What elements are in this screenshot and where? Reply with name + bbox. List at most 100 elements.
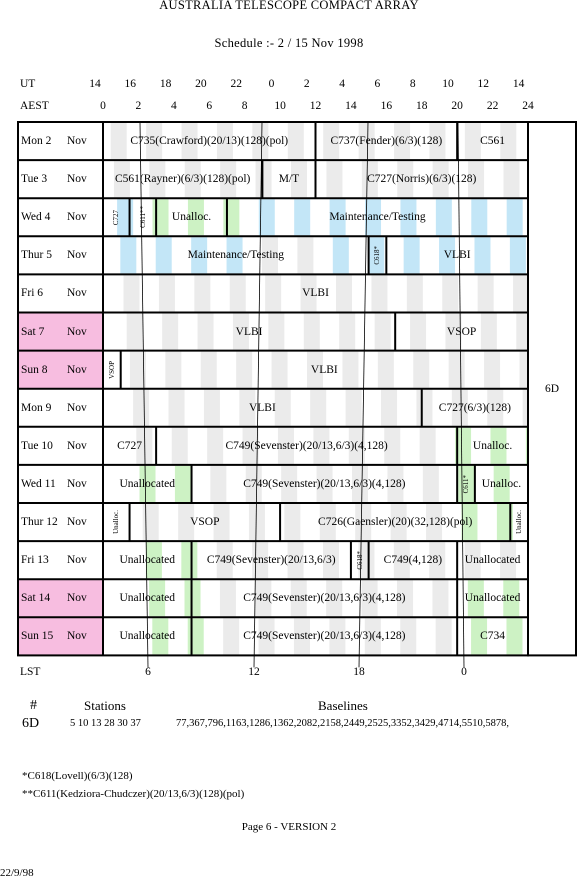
day-month: Nov <box>67 592 87 605</box>
lst-tick-label: 18 <box>353 666 365 678</box>
time-band <box>297 237 314 274</box>
time-band <box>277 427 294 464</box>
time-band <box>329 199 346 236</box>
time-band <box>133 389 150 426</box>
weekend-shade <box>18 312 103 351</box>
time-band <box>120 237 137 274</box>
time-band <box>187 618 204 655</box>
time-band <box>429 123 446 160</box>
time-band <box>136 427 153 464</box>
day-label: Fri 13 Nov <box>18 541 103 579</box>
time-band <box>155 237 172 274</box>
time-band <box>181 123 198 160</box>
ut-tick-label: 22 <box>230 78 242 90</box>
aest-tick-label: 8 <box>241 100 248 112</box>
time-band <box>439 237 456 274</box>
time-band <box>149 580 166 617</box>
time-band <box>384 427 401 464</box>
aest-tick-label: 22 <box>486 100 499 112</box>
time-band <box>226 237 243 274</box>
time-band <box>290 161 307 198</box>
day-of-week: Tue <box>21 173 39 186</box>
time-band <box>258 199 275 236</box>
time-band <box>248 504 265 541</box>
time-band <box>149 161 166 198</box>
time-band <box>445 313 462 350</box>
day-month: Nov <box>67 249 87 262</box>
time-band <box>365 199 382 236</box>
time-band <box>181 542 198 579</box>
time-band <box>464 123 481 160</box>
time-band <box>464 542 481 579</box>
time-band <box>403 237 420 274</box>
time-band <box>197 313 214 350</box>
date-stamp: 22/9/98 <box>0 867 34 879</box>
time-band <box>322 542 339 579</box>
time-band <box>358 542 375 579</box>
time-band <box>410 313 427 350</box>
time-band <box>326 580 343 617</box>
time-band <box>274 389 291 426</box>
lst-tick-label: 6 <box>145 666 151 678</box>
time-band <box>397 161 414 198</box>
time-band <box>500 123 517 160</box>
time-band <box>213 504 230 541</box>
time-band <box>187 199 204 236</box>
time-band <box>268 313 285 350</box>
time-band <box>184 161 201 198</box>
ut-tick-label: 0 <box>268 78 275 90</box>
time-band <box>146 123 163 160</box>
time-band <box>467 580 484 617</box>
day-of-week: Sat <box>21 325 36 338</box>
time-band <box>229 275 246 312</box>
day-of-week: Thur <box>21 516 44 529</box>
time-band <box>426 504 443 541</box>
lst-line <box>139 121 149 668</box>
time-band <box>117 199 134 236</box>
config-name: 6D <box>22 716 40 731</box>
time-band <box>152 199 169 236</box>
time-band <box>129 351 146 388</box>
time-band <box>168 389 185 426</box>
time-band <box>142 504 159 541</box>
time-band <box>394 123 411 160</box>
time-band <box>432 580 449 617</box>
baselines-header: Baselines <box>318 698 368 713</box>
day-month: Nov <box>67 173 87 186</box>
ut-tick-label: 18 <box>159 78 172 90</box>
lst-line <box>358 121 369 668</box>
time-band <box>506 618 523 655</box>
time-band <box>252 123 269 160</box>
time-band <box>435 199 452 236</box>
day-of-week: Tue <box>21 439 39 452</box>
time-band <box>242 427 259 464</box>
time-band <box>258 618 275 655</box>
time-band <box>458 465 475 502</box>
time-band <box>419 427 436 464</box>
day-date: 7 <box>35 325 45 338</box>
time-band <box>261 237 278 274</box>
ut-tick-label: 2 <box>303 78 310 90</box>
day-date: 4 <box>41 211 51 224</box>
aest-tick-label: 4 <box>170 100 177 112</box>
time-band <box>171 427 188 464</box>
day-month: Nov <box>67 401 87 414</box>
time-band <box>429 542 446 579</box>
time-band <box>194 275 211 312</box>
time-band <box>145 542 162 579</box>
day-label: Tue 10 Nov <box>18 427 103 465</box>
time-band <box>500 542 517 579</box>
time-band <box>152 618 169 655</box>
day-of-week: Wed <box>21 211 42 224</box>
footnote-c618: *C618(Lovell)(6/3)(128) <box>22 770 133 782</box>
ut-tick-label: 14 <box>512 78 525 90</box>
day-label: Fri 6 Nov <box>18 274 103 312</box>
time-band <box>329 618 346 655</box>
time-band <box>113 161 130 198</box>
time-band <box>178 504 195 541</box>
time-band <box>306 351 323 388</box>
day-of-week: Mon <box>21 401 43 414</box>
time-band <box>339 313 356 350</box>
day-label: Tue 3 Nov <box>18 160 103 198</box>
day-date: 9 <box>42 401 52 414</box>
